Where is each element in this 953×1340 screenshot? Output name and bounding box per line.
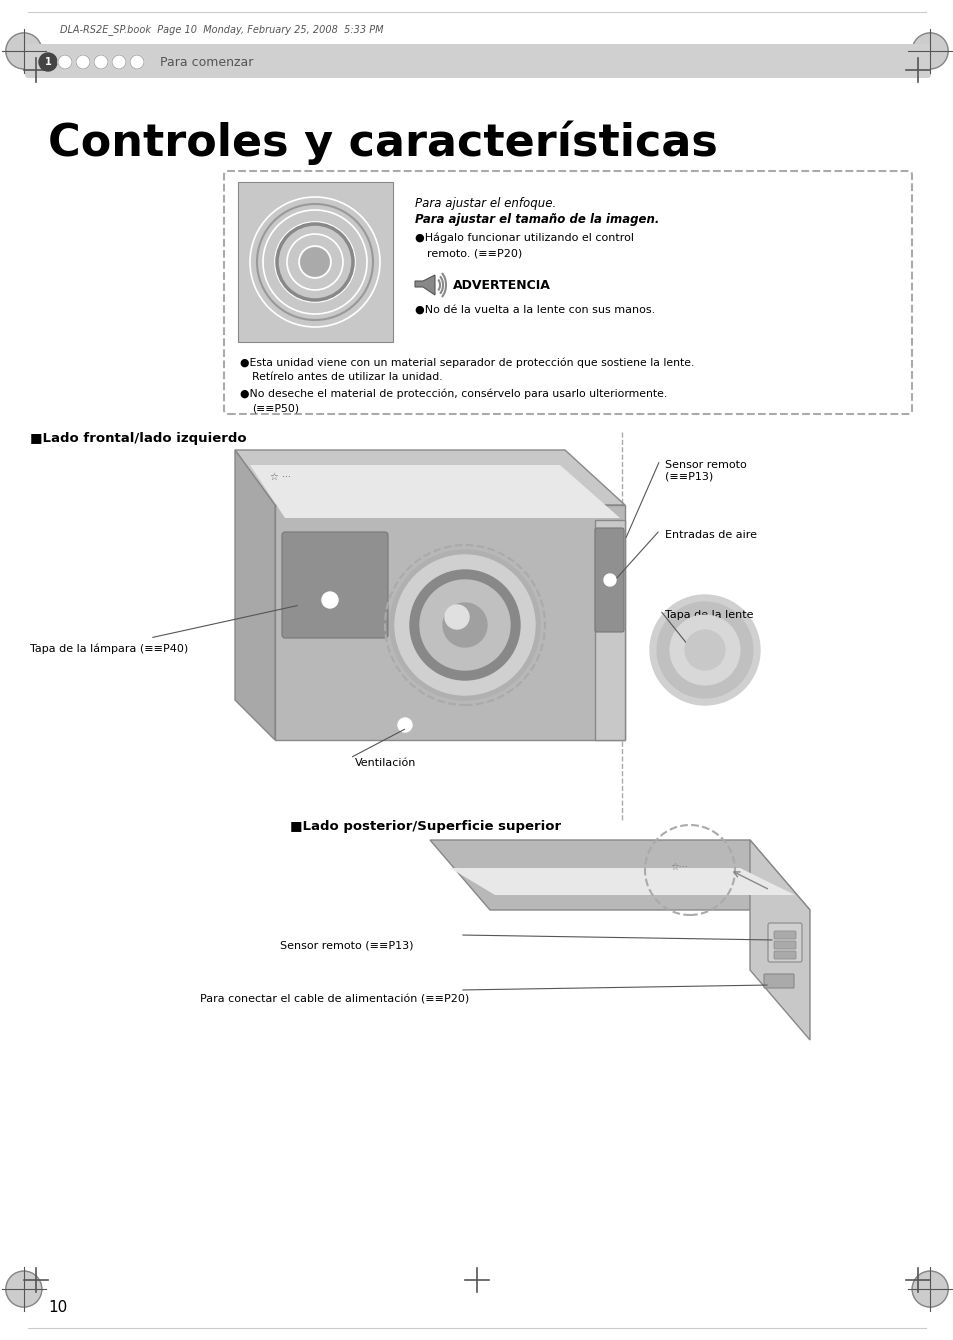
Text: Entradas de aire: Entradas de aire (664, 531, 757, 540)
Polygon shape (595, 520, 624, 740)
Circle shape (911, 1272, 947, 1306)
Polygon shape (450, 868, 794, 895)
Circle shape (112, 55, 126, 68)
Circle shape (6, 1272, 42, 1306)
Text: Para ajustar el enfoque.: Para ajustar el enfoque. (415, 197, 556, 210)
Text: ADVERTENCIA: ADVERTENCIA (453, 279, 550, 292)
Circle shape (669, 615, 740, 685)
Text: (≡≡P50): (≡≡P50) (252, 403, 299, 413)
Circle shape (684, 630, 724, 670)
Circle shape (322, 592, 337, 608)
FancyBboxPatch shape (282, 532, 388, 638)
Circle shape (397, 718, 412, 732)
FancyBboxPatch shape (237, 182, 393, 342)
Text: ☆ ···: ☆ ··· (270, 472, 291, 482)
Text: Sensor remoto (≡≡P13): Sensor remoto (≡≡P13) (280, 939, 413, 950)
Text: DLA-RS2E_SP.book  Page 10  Monday, February 25, 2008  5:33 PM: DLA-RS2E_SP.book Page 10 Monday, Februar… (60, 24, 383, 35)
Circle shape (130, 55, 144, 68)
Circle shape (39, 54, 57, 71)
Text: ●Hágalo funcionar utilizando el control: ●Hágalo funcionar utilizando el control (415, 232, 634, 243)
Circle shape (395, 555, 535, 695)
Circle shape (301, 248, 329, 276)
Polygon shape (749, 840, 809, 1040)
Circle shape (442, 603, 486, 647)
FancyBboxPatch shape (224, 172, 911, 414)
Circle shape (649, 595, 760, 705)
Text: ■Lado posterior/Superficie superior: ■Lado posterior/Superficie superior (290, 820, 560, 833)
Circle shape (390, 549, 539, 699)
Circle shape (94, 55, 108, 68)
Polygon shape (250, 465, 619, 519)
Text: remoto. (≡≡P20): remoto. (≡≡P20) (427, 248, 521, 259)
Circle shape (6, 34, 42, 68)
Text: ☆···: ☆··· (669, 862, 687, 872)
FancyBboxPatch shape (773, 951, 795, 959)
Polygon shape (234, 450, 624, 505)
Text: Tapa de la lámpara (≡≡P40): Tapa de la lámpara (≡≡P40) (30, 643, 188, 654)
Text: ●No dé la vuelta a la lente con sus manos.: ●No dé la vuelta a la lente con sus mano… (415, 306, 655, 315)
Text: ●Esta unidad viene con un material separador de protección que sostiene la lente: ●Esta unidad viene con un material separ… (240, 356, 694, 367)
Polygon shape (234, 450, 274, 740)
Circle shape (603, 574, 616, 586)
Text: 1: 1 (45, 58, 51, 67)
Polygon shape (415, 275, 435, 295)
Text: ■Lado frontal/lado izquierdo: ■Lado frontal/lado izquierdo (30, 431, 247, 445)
Circle shape (410, 570, 519, 679)
Text: Tapa de la lente: Tapa de la lente (664, 610, 753, 620)
Text: Para conectar el cable de alimentación (≡≡P20): Para conectar el cable de alimentación (… (200, 996, 469, 1005)
Polygon shape (430, 840, 809, 910)
FancyBboxPatch shape (595, 528, 623, 632)
Circle shape (419, 580, 510, 670)
Text: Sensor remoto
(≡≡P13): Sensor remoto (≡≡P13) (664, 460, 746, 481)
Text: Para ajustar el tamaño de la imagen.: Para ajustar el tamaño de la imagen. (415, 213, 659, 226)
FancyBboxPatch shape (767, 923, 801, 962)
FancyBboxPatch shape (763, 974, 793, 988)
FancyBboxPatch shape (773, 941, 795, 949)
Circle shape (657, 602, 752, 698)
Polygon shape (274, 505, 624, 740)
Text: Para comenzar: Para comenzar (160, 55, 253, 68)
FancyBboxPatch shape (773, 931, 795, 939)
Text: Retírelo antes de utilizar la unidad.: Retírelo antes de utilizar la unidad. (252, 373, 442, 382)
Circle shape (76, 55, 90, 68)
Circle shape (58, 55, 71, 68)
Text: 10: 10 (48, 1300, 67, 1315)
Text: Controles y características: Controles y características (48, 121, 717, 165)
Text: ●No deseche el material de protección, consérvelo para usarlo ulteriormente.: ●No deseche el material de protección, c… (240, 389, 666, 398)
Circle shape (911, 34, 947, 68)
FancyBboxPatch shape (25, 44, 930, 78)
Text: Ventilación: Ventilación (355, 758, 416, 768)
Circle shape (444, 604, 469, 628)
